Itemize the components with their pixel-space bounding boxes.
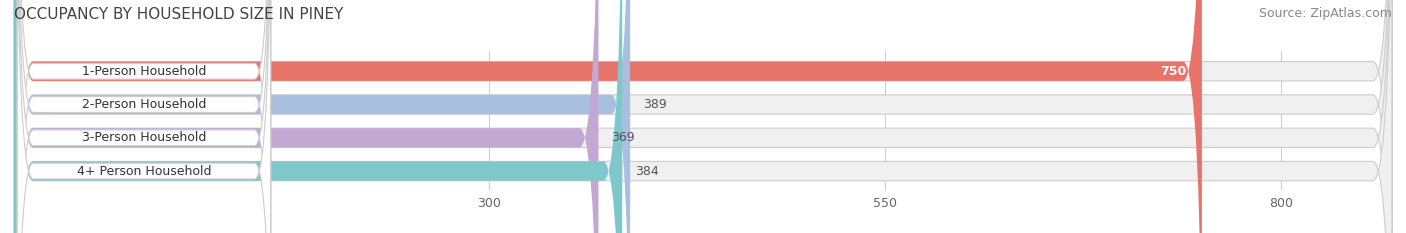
Text: 2-Person Household: 2-Person Household bbox=[82, 98, 207, 111]
FancyBboxPatch shape bbox=[14, 0, 630, 233]
FancyBboxPatch shape bbox=[14, 0, 1202, 233]
FancyBboxPatch shape bbox=[14, 0, 1392, 233]
Text: 4+ Person Household: 4+ Person Household bbox=[77, 164, 211, 178]
Text: 750: 750 bbox=[1160, 65, 1187, 78]
Text: 1-Person Household: 1-Person Household bbox=[82, 65, 207, 78]
FancyBboxPatch shape bbox=[17, 0, 270, 233]
Text: Source: ZipAtlas.com: Source: ZipAtlas.com bbox=[1258, 7, 1392, 20]
FancyBboxPatch shape bbox=[17, 0, 270, 233]
FancyBboxPatch shape bbox=[14, 0, 1392, 233]
FancyBboxPatch shape bbox=[14, 0, 623, 233]
Text: 3-Person Household: 3-Person Household bbox=[82, 131, 207, 144]
FancyBboxPatch shape bbox=[14, 0, 1392, 233]
FancyBboxPatch shape bbox=[14, 0, 1392, 233]
FancyBboxPatch shape bbox=[17, 0, 270, 233]
FancyBboxPatch shape bbox=[14, 0, 599, 233]
Text: 389: 389 bbox=[643, 98, 666, 111]
Text: OCCUPANCY BY HOUSEHOLD SIZE IN PINEY: OCCUPANCY BY HOUSEHOLD SIZE IN PINEY bbox=[14, 7, 343, 22]
FancyBboxPatch shape bbox=[17, 0, 270, 233]
Text: 384: 384 bbox=[636, 164, 658, 178]
Text: 369: 369 bbox=[612, 131, 634, 144]
